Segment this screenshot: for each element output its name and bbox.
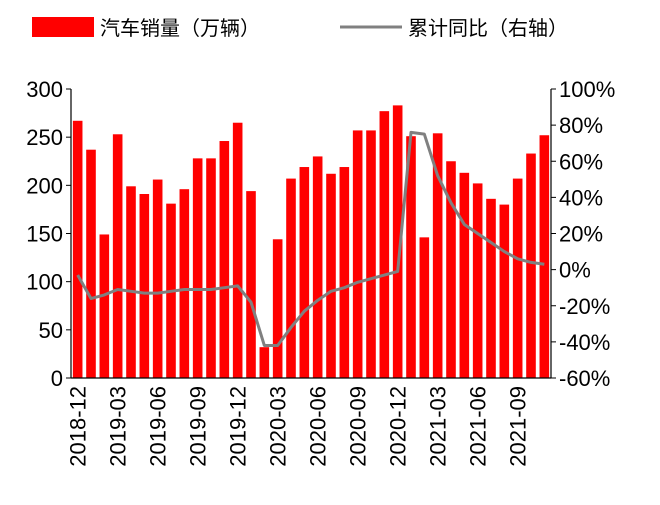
- bar: [72, 120, 83, 378]
- bar: [126, 186, 136, 378]
- axes: 0 50 100 150 200 250 300 -60% -40% -20% 0% 20% 40% 60…: [26, 77, 615, 467]
- right-tick-label: 100%: [559, 77, 615, 102]
- right-tick-label: 80%: [559, 113, 603, 138]
- x-tick-label: 2018-12: [66, 386, 91, 467]
- bar: [472, 183, 483, 378]
- bar: [286, 178, 296, 378]
- x-tick-label: 2019-12: [226, 386, 251, 467]
- bar: [392, 105, 403, 378]
- bar: [406, 136, 416, 378]
- left-tick-label: 250: [26, 125, 63, 150]
- legend: 汽车销量（万辆） 累计同比（右轴）: [32, 16, 568, 40]
- bar: [326, 173, 336, 378]
- bar: [512, 178, 523, 378]
- right-tick-label: 0%: [559, 258, 591, 283]
- x-tick-label: 2021-06: [466, 386, 491, 467]
- right-tick-label: 20%: [559, 222, 603, 247]
- bar-series: [72, 105, 550, 378]
- x-tick-label: 2021-09: [506, 386, 531, 467]
- bar: [259, 347, 270, 378]
- bar: [352, 130, 363, 378]
- legend-line-label: 累计同比（右轴）: [408, 16, 568, 40]
- bar: [299, 167, 310, 378]
- left-tick-label: 50: [39, 318, 63, 343]
- bar: [152, 179, 163, 378]
- left-tick-label: 300: [26, 77, 63, 102]
- right-tick-label: -40%: [559, 330, 610, 355]
- bar: [232, 122, 243, 378]
- bar: [246, 191, 256, 378]
- bar: [272, 239, 283, 378]
- bar: [419, 237, 430, 378]
- bar: [339, 167, 350, 378]
- right-tick-label: -60%: [559, 366, 610, 391]
- left-tick-label: 150: [26, 222, 63, 247]
- bar: [139, 194, 150, 378]
- right-tick-label: -20%: [559, 294, 610, 319]
- bar: [366, 130, 376, 378]
- bar: [206, 158, 216, 378]
- bar: [192, 158, 203, 378]
- x-tick-label: 2019-09: [186, 386, 211, 467]
- legend-bar-label: 汽车销量（万辆）: [100, 16, 260, 40]
- x-tick-label: 2020-06: [306, 386, 331, 467]
- line-series: [76, 130, 545, 347]
- x-tick-label: 2021-03: [426, 386, 451, 467]
- left-tick-label: 200: [26, 173, 63, 198]
- bar: [539, 135, 550, 378]
- x-tick-label: 2019-03: [106, 386, 131, 467]
- right-tick-label: 40%: [559, 185, 603, 210]
- bar: [499, 204, 510, 378]
- bar: [526, 153, 536, 378]
- bar: [432, 133, 443, 378]
- x-tick-label: 2020-09: [346, 386, 371, 467]
- bar: [99, 234, 110, 378]
- line-path: [76, 130, 545, 347]
- bar: [459, 172, 470, 378]
- x-tick-label: 2019-06: [146, 386, 171, 467]
- left-tick-label: 0: [51, 366, 63, 391]
- right-tick-label: 60%: [559, 149, 603, 174]
- legend-bar-swatch: [32, 17, 94, 37]
- bar: [179, 189, 190, 378]
- x-tick-label: 2020-12: [386, 386, 411, 467]
- bar: [219, 141, 230, 378]
- bar: [486, 198, 496, 378]
- bar: [86, 149, 96, 378]
- x-tick-label: 2020-03: [266, 386, 291, 467]
- bar: [112, 134, 123, 378]
- bar: [379, 111, 390, 378]
- bar: [446, 161, 456, 378]
- bar: [312, 156, 323, 378]
- left-tick-label: 100: [26, 270, 63, 295]
